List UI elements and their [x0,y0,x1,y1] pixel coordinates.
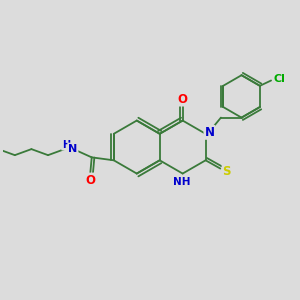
Text: S: S [223,165,231,178]
Text: O: O [85,173,95,187]
Text: H: H [62,140,70,150]
Text: NH: NH [173,177,191,187]
Text: N: N [204,126,214,139]
Text: Cl: Cl [273,74,285,84]
Text: N: N [68,143,77,154]
Text: O: O [178,93,188,106]
